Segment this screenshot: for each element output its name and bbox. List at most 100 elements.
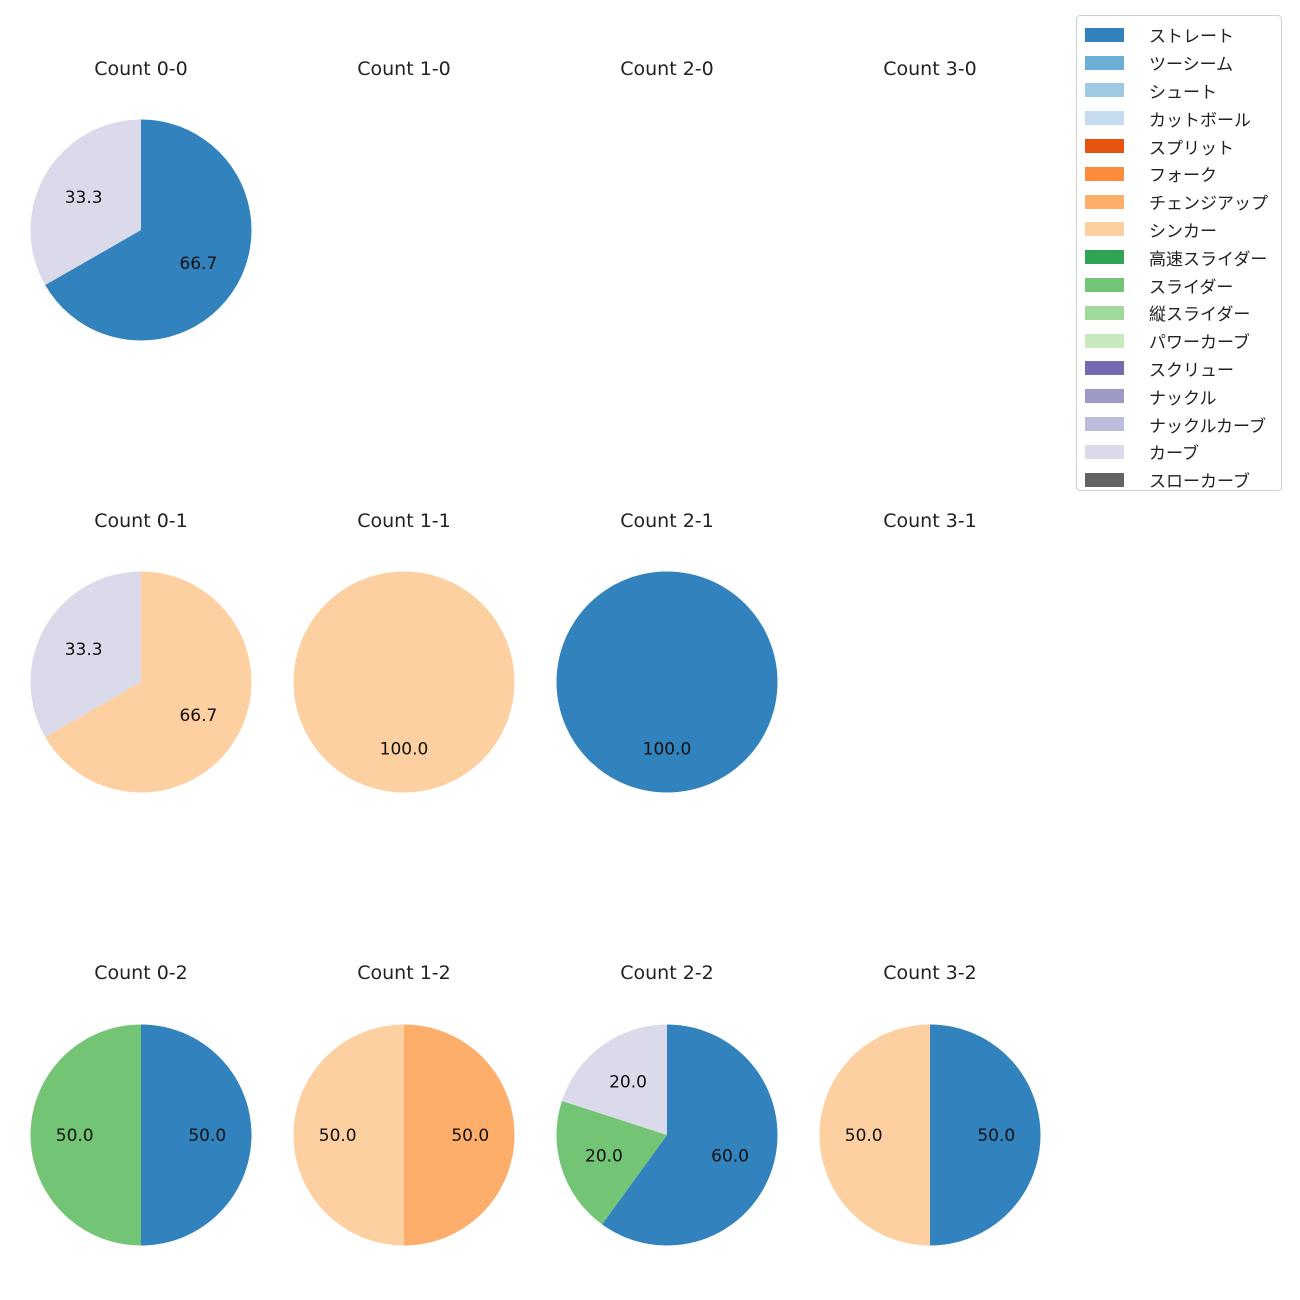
pie-slice: [556, 1100, 667, 1225]
panel-title: Count 3-1: [883, 510, 977, 532]
legend-item: ナックルカーブ: [1085, 410, 1281, 438]
pie-slice: [45, 571, 252, 793]
legend-swatch: [1085, 389, 1124, 404]
legend-item: シュート: [1085, 77, 1281, 105]
pie-panel: Count 2-1 100.0: [556, 510, 778, 793]
pie-panel: Count 3-2 50.0 50.0: [819, 962, 1041, 1246]
slice-label: 50.0: [319, 1126, 357, 1146]
legend-item: 縦スライダー: [1085, 299, 1281, 327]
slice-label: 33.3: [65, 640, 103, 660]
legend-swatch: [1085, 222, 1124, 237]
pie-slice: [45, 119, 252, 341]
panel-title: Count 1-0: [357, 58, 451, 80]
legend-label: ナックル: [1149, 388, 1217, 409]
slice-label: 50.0: [451, 1126, 489, 1146]
pie-slice: [602, 1024, 778, 1246]
legend-swatch: [1085, 55, 1124, 70]
pie-slice: [30, 1024, 142, 1246]
legend-swatch: [1085, 111, 1124, 126]
legend-item: ストレート: [1085, 21, 1281, 49]
slice-label: 66.7: [179, 706, 217, 726]
legend-label: パワーカーブ: [1149, 333, 1250, 354]
legend: ストレートツーシームシュートカットボール スプリットフォークチェンジアップ シンカー…: [1076, 15, 1282, 494]
legend-label: スライダー: [1149, 277, 1234, 298]
panel-title: Count 0-2: [94, 962, 188, 984]
legend-label: フォーク: [1149, 166, 1217, 187]
slice-label: 50.0: [56, 1126, 94, 1146]
pie-slice: [293, 571, 515, 793]
slice-label: 50.0: [977, 1126, 1015, 1146]
legend-label: 縦スライダー: [1149, 305, 1251, 326]
legend-label: 高速スライダー: [1149, 249, 1268, 270]
slice-label: 20.0: [585, 1146, 623, 1166]
slice-label: 50.0: [845, 1126, 883, 1146]
pie-slice: [561, 1024, 667, 1135]
legend-item: スクリュー: [1085, 355, 1281, 383]
legend-item: カットボール: [1085, 104, 1281, 132]
legend-item: 高速スライダー: [1085, 243, 1281, 271]
legend-item: スプリット: [1085, 132, 1281, 160]
legend-swatch: [1085, 417, 1124, 432]
panel-title: Count 1-2: [357, 962, 451, 984]
slice-label: 60.0: [711, 1146, 749, 1166]
panel-title: Count 2-0: [620, 58, 714, 80]
panel-title: Count 3-0: [883, 58, 977, 80]
legend-label: シュート: [1149, 82, 1217, 103]
panel-title: Count 1-1: [357, 510, 451, 532]
legend-swatch: [1085, 194, 1124, 209]
legend-item: チェンジアップ: [1085, 188, 1281, 216]
slice-label: 66.7: [179, 254, 217, 274]
legend-swatch: [1085, 139, 1124, 154]
legend-label: スプリット: [1149, 138, 1234, 159]
pie-slice: [930, 1024, 1041, 1246]
legend-item: ナックル: [1085, 382, 1281, 410]
legend-label: スローカーブ: [1149, 472, 1250, 493]
pie-panel: Count 1-1 100.0: [293, 510, 515, 793]
slice-label: 33.3: [65, 188, 103, 208]
slice-label: 20.0: [609, 1072, 647, 1092]
legend-label: ナックルカーブ: [1149, 416, 1266, 437]
legend-swatch: [1085, 83, 1124, 98]
legend-label: カーブ: [1149, 444, 1199, 465]
legend-label: シンカー: [1149, 221, 1217, 242]
pie-slice: [404, 1024, 515, 1246]
legend-item: ツーシーム: [1085, 49, 1281, 77]
pie-panel: Count 1-2 50.0 50.0: [293, 962, 515, 1246]
legend-label: チェンジアップ: [1149, 194, 1268, 215]
pie-panel: Count 2-2 60.0 20.0 20.0: [556, 962, 778, 1246]
legend-swatch: [1085, 472, 1124, 487]
pie-panel: Count 0-2 50.0 50.0: [30, 962, 252, 1246]
pie-slice: [819, 1024, 930, 1246]
legend-swatch: [1085, 166, 1124, 181]
legend-swatch: [1085, 27, 1124, 42]
slice-label: 100.0: [380, 739, 429, 759]
legend-item: シンカー: [1085, 216, 1281, 244]
pie-panel: Count 3-1: [883, 510, 977, 532]
legend-label: カットボール: [1149, 110, 1251, 131]
legend-item: スライダー: [1085, 271, 1281, 299]
pie-panel: Count 0-0 66.7 33.3: [30, 58, 252, 341]
legend-swatch: [1085, 305, 1124, 320]
panel-title: Count 2-1: [620, 510, 714, 532]
slice-label: 100.0: [643, 739, 692, 759]
pie-panel: Count 0-1 66.7 33.3: [30, 510, 252, 793]
legend-label: ツーシーム: [1149, 55, 1234, 76]
panel-title: Count 0-1: [94, 510, 188, 532]
slice-label: 50.0: [188, 1126, 226, 1146]
pie-slice: [30, 119, 141, 286]
pie-panel: Count 2-0: [620, 58, 714, 80]
legend-item: カーブ: [1085, 438, 1281, 466]
panel-title: Count 2-2: [620, 962, 714, 984]
pie-panel: Count 1-0: [357, 58, 451, 80]
legend-swatch: [1085, 361, 1124, 376]
panel-title: Count 0-0: [94, 58, 188, 80]
legend-swatch: [1085, 278, 1124, 293]
pie-slice: [293, 1024, 404, 1246]
pie-slice: [30, 571, 141, 738]
pie-panel: Count 3-0: [883, 58, 977, 80]
pie-slice: [556, 571, 778, 793]
legend-swatch: [1085, 444, 1124, 459]
legend-item: スローカーブ: [1085, 466, 1281, 494]
pie-slice: [141, 1024, 252, 1246]
